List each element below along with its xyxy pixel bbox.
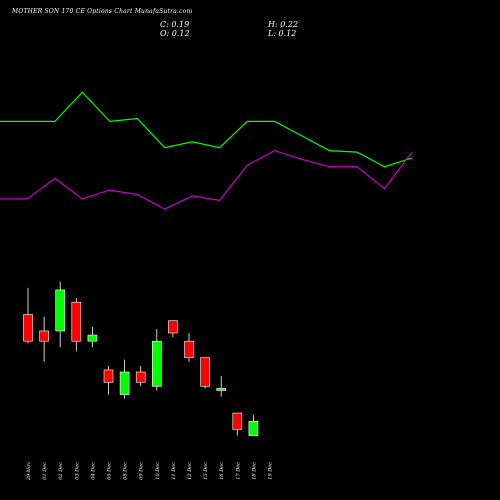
x-tick-label: 16 Dec (219, 462, 225, 480)
candle-04-dec (87, 326, 98, 348)
candle-17-dec (232, 412, 243, 436)
candle-body (200, 357, 210, 387)
candle-body (248, 420, 259, 436)
candle-29-nov (23, 287, 33, 344)
candle-body (103, 369, 114, 383)
candle-03-dec (71, 298, 82, 352)
candle-body (216, 388, 226, 391)
candle-body (55, 289, 66, 332)
x-tick-label: 17 Dec (235, 462, 241, 480)
candle-body (135, 371, 146, 383)
candle-body (87, 334, 98, 342)
x-tick-label: 10 Dec (155, 462, 161, 480)
x-tick-label: 02 Dec (58, 462, 64, 480)
candle-01-dec (39, 316, 49, 362)
x-tick-label: 12 Dec (187, 462, 193, 480)
x-tick-label: 15 Dec (203, 462, 209, 480)
candle-12-dec (184, 333, 194, 362)
candle-11-dec (168, 320, 178, 338)
high-value: H: 0.22 (268, 20, 299, 29)
x-tick-label: 09 Dec (139, 462, 145, 480)
candle-body (39, 330, 49, 342)
candle-body (119, 371, 130, 395)
candle-16-dec (216, 376, 226, 397)
candle-body (232, 412, 243, 430)
x-tick-label: 29 Nov (26, 462, 32, 481)
candles (23, 281, 259, 436)
candle-body (23, 314, 33, 342)
magenta-indicator-line (0, 149, 413, 210)
green-indicator-line (0, 91, 413, 168)
open-value: O: 0.12 (160, 29, 190, 38)
low-value: L: 0.12 (268, 29, 297, 38)
close-value: C: 0.19 (160, 20, 190, 29)
candle-body (168, 320, 178, 334)
x-tick-label: 08 Dec (123, 462, 129, 480)
chart-title: MOTHER SON 170 CE Options Chart MunafaSu… (12, 8, 193, 15)
candle-body (152, 340, 162, 387)
x-tick-label: 05 Dec (107, 462, 113, 480)
candle-body (184, 340, 194, 358)
x-tick-label: 04 Dec (90, 462, 96, 480)
x-tick-label: 18 Dec (251, 462, 257, 480)
candle-08-dec (119, 359, 130, 399)
candle-body (71, 301, 82, 342)
x-tick-label: 03 Dec (74, 462, 80, 480)
indicator-lines (0, 91, 413, 210)
candle-15-dec (200, 357, 210, 389)
candle-02-dec (55, 281, 66, 348)
candle-09-dec (135, 365, 146, 387)
x-tick-label: 11 Dec (171, 462, 177, 480)
candle-10-dec (152, 328, 162, 391)
x-axis-labels: 29 Nov 01 Dec 02 Dec 03 Dec 04 Dec 05 Dec 08 D… (26, 462, 274, 481)
candle-05-dec (103, 365, 114, 395)
x-tick-label: 01 Dec (42, 462, 48, 480)
x-tick-label: 19 Dec (268, 462, 274, 480)
candle-18-dec (248, 415, 259, 436)
